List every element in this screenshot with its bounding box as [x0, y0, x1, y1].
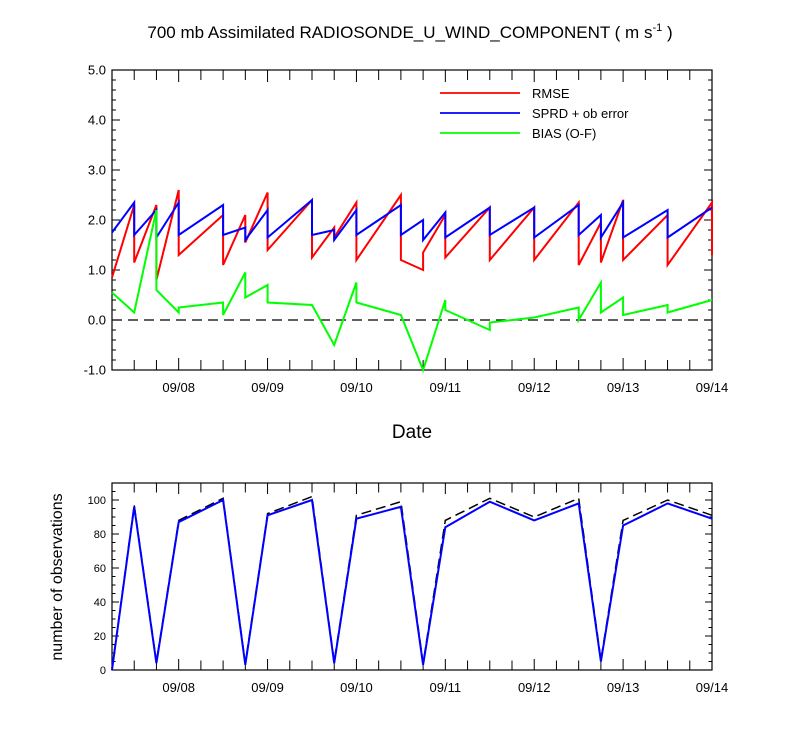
bottom-x-tick-label: 09/10: [340, 680, 373, 695]
bottom-x-tick-label: 09/13: [607, 680, 640, 695]
series-line-bias-o-f: [111, 209, 713, 373]
bottom-y-tick-label: 100: [88, 495, 106, 507]
bottom-y-tick-label: 80: [94, 529, 106, 541]
top-axis-labels: -1.0 0.0 1.0 2.0 3.0 4.0 5.0 09/08 09/09 09/10 09/…: [84, 63, 729, 395]
top-x-tick-label: 09/09: [251, 380, 284, 395]
top-x-tick-label: 09/11: [430, 380, 462, 395]
legend-label: SPRD + ob error: [532, 106, 629, 121]
top-x-tick-label: 09/12: [518, 380, 551, 395]
top-y-tick-label: 3.0: [88, 163, 106, 178]
chart-title-main: 700 mb Assimilated RADIOSONDE_U_WIND_COM…: [147, 23, 652, 42]
legend-label: BIAS (O-F): [532, 126, 596, 141]
series-line-sprd-ob-error: [111, 197, 713, 244]
top-y-tick-label: 0.0: [88, 313, 106, 328]
bottom-y-tick-label: 20: [94, 631, 106, 643]
bottom-x-tick-label: 09/14: [696, 680, 729, 695]
legend-label: RMSE: [532, 86, 570, 101]
bottom-y-tick-label: 0: [100, 665, 106, 677]
top-x-tick-label: 09/13: [607, 380, 640, 395]
bottom-x-tick-label: 09/09: [251, 680, 284, 695]
legend: RMSE SPRD + ob error BIAS (O-F): [440, 86, 629, 141]
top-plot-area: [111, 189, 713, 373]
chart-title: 700 mb Assimilated RADIOSONDE_U_WIND_COM…: [147, 22, 672, 42]
bottom-x-tick-label: 09/11: [430, 680, 462, 695]
bottom-plot-area: [111, 495, 713, 671]
y-axis-title: number of observations: [49, 493, 66, 660]
obs-count-line: [111, 498, 713, 671]
top-y-tick-label: -1.0: [84, 363, 106, 378]
bottom-axis-ticks: [111, 482, 713, 671]
top-x-tick-label: 09/08: [162, 380, 195, 395]
bottom-x-tick-label: 09/12: [518, 680, 551, 695]
top-x-tick-label: 09/10: [340, 380, 373, 395]
top-y-tick-label: 5.0: [88, 63, 106, 78]
x-axis-title: Date: [392, 422, 432, 443]
top-y-tick-label: 2.0: [88, 213, 106, 228]
chart-title-superscript: -1: [652, 22, 662, 34]
series-line-rmse: [111, 189, 713, 281]
bottom-y-tick-label: 60: [94, 563, 106, 575]
bottom-axis-labels: 0 20 40 60 80 100 09/08 09/09 09/10 09/11 09/12 09/…: [88, 495, 729, 695]
chart-title-end: ): [662, 23, 672, 42]
bottom-y-tick-label: 40: [94, 597, 106, 609]
bottom-x-tick-label: 09/08: [162, 680, 195, 695]
top-y-tick-label: 4.0: [88, 113, 106, 128]
top-x-tick-label: 09/14: [696, 380, 729, 395]
top-y-tick-label: 1.0: [88, 263, 106, 278]
